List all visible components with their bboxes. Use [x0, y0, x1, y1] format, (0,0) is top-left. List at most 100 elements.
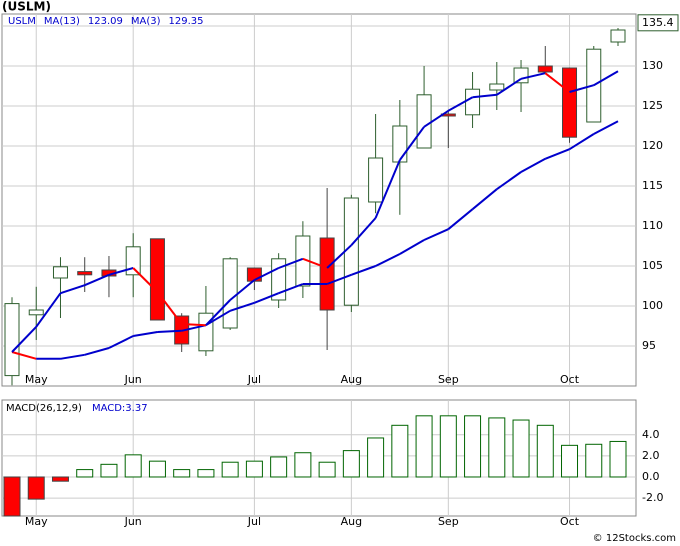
x-tick-label: Jun: [124, 515, 142, 528]
ma-segment: [326, 244, 353, 269]
ma-segment: [447, 208, 474, 230]
ma-segment: [108, 335, 134, 349]
ma-segment: [593, 120, 619, 135]
y-tick-label: 130: [642, 59, 663, 72]
x-tick-label: Jul: [247, 373, 261, 386]
macd-bar: [270, 456, 288, 478]
macd-bar: [367, 437, 385, 478]
legend-symbol: USLM: [8, 16, 36, 27]
candle-body: [562, 67, 578, 138]
plot-area: [1, 399, 637, 517]
legend-name: MA(13): [44, 16, 80, 27]
chart-title: (USLM): [2, 0, 51, 14]
ma-segment: [520, 157, 546, 173]
ma-segment: [593, 70, 619, 87]
ma-segment: [254, 292, 280, 304]
ma-segment: [399, 126, 425, 161]
candle-body: [465, 88, 481, 116]
ma-segment: [278, 257, 304, 269]
macd-bar: [415, 415, 433, 478]
ma-segment: [374, 159, 401, 219]
macd-bar: [488, 417, 506, 478]
macd-bar: [51, 476, 69, 482]
macd-bar: [245, 460, 263, 478]
y-tick-label: 105: [642, 259, 663, 272]
macd-bar: [561, 444, 579, 478]
ma-segment: [423, 228, 449, 241]
ma-segment: [569, 84, 595, 93]
ma-segment: [84, 273, 110, 287]
legend-value: 123.09: [88, 16, 123, 27]
ma-segment: [520, 72, 546, 80]
macd-bar: [342, 450, 360, 478]
ma-segment: [181, 323, 206, 327]
macd-legend: MACD(26,12,9): [6, 403, 82, 414]
ma-segment: [472, 93, 497, 99]
ma-segment: [132, 267, 159, 293]
ma-segment: [108, 267, 134, 276]
candle-body: [125, 246, 141, 276]
ma-segment: [35, 292, 62, 328]
ma-segment: [568, 133, 595, 151]
candle-body: [28, 309, 44, 316]
ma-segment: [351, 265, 376, 276]
y-tick-label: 4.0: [642, 428, 660, 441]
y-tick-label: 120: [642, 139, 663, 152]
legend-value: 129.35: [169, 16, 204, 27]
macd-bar: [221, 461, 239, 478]
macd-bar: [294, 452, 312, 478]
macd-bar: [391, 424, 409, 478]
ma-segment: [326, 273, 352, 285]
y-tick-label: 110: [642, 219, 663, 232]
candle-body: [368, 157, 384, 203]
candle-body: [537, 65, 553, 73]
macd-bar: [27, 476, 45, 500]
x-tick-label: Oct: [560, 373, 580, 386]
candle-body: [77, 271, 93, 276]
candle-body: [343, 197, 359, 306]
macd-legend: MACD:3.37: [92, 403, 148, 414]
ma-segment: [496, 171, 522, 191]
ma-segment: [302, 257, 328, 269]
ma-segment: [350, 217, 377, 246]
macd-bar: [512, 419, 530, 478]
x-tick-label: Sep: [438, 373, 459, 386]
footer: © 12Stocks.com: [593, 533, 676, 544]
candle-body: [52, 266, 68, 279]
macd-bar: [585, 443, 603, 478]
y-tick-label: 0.0: [642, 470, 660, 483]
ma-segment: [399, 239, 425, 255]
y-tick-label: 100: [642, 299, 663, 312]
macd-bar: [124, 454, 142, 478]
legend-name: MA(3): [131, 16, 161, 27]
macd-bar: [3, 476, 21, 517]
ma-segment: [156, 291, 183, 325]
ma-segment: [447, 96, 474, 112]
ma-segment: [133, 331, 158, 337]
ma-segment: [229, 301, 255, 312]
macd-bar: [173, 469, 191, 478]
ma-segment: [205, 299, 231, 326]
candle-body: [222, 258, 238, 329]
y-tick-label: -2.0: [642, 491, 663, 504]
ma-segment: [229, 279, 256, 301]
ma-segment: [11, 326, 37, 353]
x-tick-label: Aug: [341, 515, 362, 528]
ma-segment: [11, 351, 37, 360]
ma-segment: [423, 109, 449, 128]
macd-bar: [100, 463, 118, 478]
candle-body: [4, 303, 20, 377]
candle-body: [610, 29, 626, 43]
macd-bar: [318, 461, 336, 478]
ma-segment: [181, 324, 207, 332]
ma-segment: [544, 148, 570, 160]
x-tick-label: Aug: [341, 373, 362, 386]
last-price-label: 135.4: [642, 16, 674, 29]
candle-body: [489, 83, 505, 91]
macd-bar: [76, 469, 94, 478]
ma-segment: [60, 284, 86, 295]
x-tick-label: May: [25, 515, 48, 528]
last-price-badge: [637, 14, 679, 32]
x-tick-label: May: [25, 373, 48, 386]
